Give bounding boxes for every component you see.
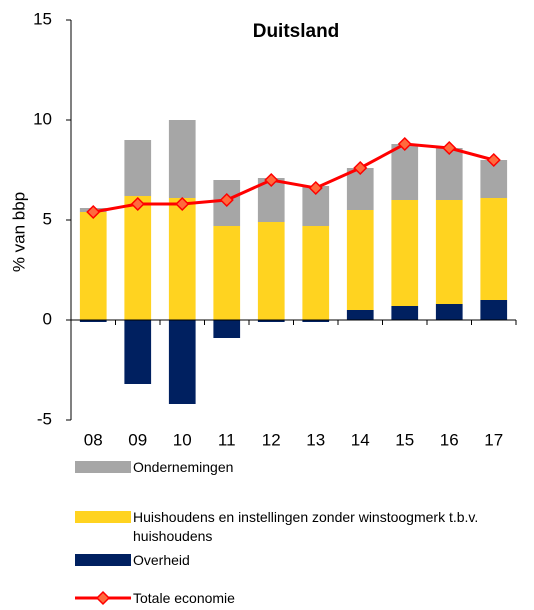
legend-swatch — [75, 554, 131, 566]
marker — [86, 204, 101, 220]
legend-label: Totale economie — [133, 590, 235, 606]
bar — [480, 198, 508, 300]
bar — [302, 320, 330, 322]
marker — [486, 152, 501, 168]
legend-label: Ondernemingen — [133, 459, 234, 475]
bar — [168, 120, 196, 198]
bar — [168, 320, 196, 404]
line — [92, 142, 495, 214]
bar — [391, 306, 419, 320]
legend-label: Huishoudens en instellingen zonder winst… — [133, 509, 479, 544]
marker — [308, 180, 323, 196]
bar — [391, 200, 419, 306]
marker — [219, 192, 234, 208]
bar — [435, 200, 463, 304]
bar — [257, 320, 285, 322]
chart-title: Duitsland — [253, 21, 340, 42]
bar — [346, 210, 374, 310]
y-tick-label: 15 — [33, 9, 52, 28]
x-tick-label: 10 — [173, 430, 192, 449]
x-tick-label: 14 — [351, 430, 370, 449]
x-tick-label: 16 — [440, 430, 459, 449]
marker — [442, 140, 457, 156]
x-tick-label: 09 — [128, 430, 147, 449]
bar — [435, 148, 463, 200]
legend-label: Overheid — [133, 552, 190, 568]
legend-marker — [95, 590, 111, 606]
bar — [257, 222, 285, 320]
y-tick-label: 5 — [43, 209, 52, 228]
bar — [302, 226, 330, 320]
bar — [124, 196, 152, 320]
marker — [264, 172, 279, 188]
bar — [79, 212, 107, 320]
x-tick-label: 12 — [262, 430, 281, 449]
x-tick-label: 13 — [306, 430, 325, 449]
marker — [397, 136, 412, 152]
x-tick-label: 15 — [395, 430, 414, 449]
bar — [213, 226, 241, 320]
bar — [391, 144, 419, 200]
y-tick-label: -5 — [37, 409, 52, 428]
bar — [124, 140, 152, 196]
legend-swatch — [75, 511, 131, 523]
y-tick-label: 10 — [33, 109, 52, 128]
marker — [130, 196, 145, 212]
marker — [175, 196, 190, 212]
bar — [79, 320, 107, 322]
x-tick-label: 17 — [484, 430, 503, 449]
x-tick-label: 11 — [218, 430, 236, 449]
bar — [346, 310, 374, 320]
y-tick-label: 0 — [43, 309, 52, 328]
bar — [213, 320, 241, 338]
bar — [124, 320, 152, 384]
marker — [353, 160, 368, 176]
legend-swatch — [75, 461, 131, 473]
bar — [480, 300, 508, 320]
bar — [168, 198, 196, 320]
x-tick-label: 08 — [84, 430, 103, 449]
y-axis-label: % van bbp — [9, 192, 28, 272]
bar — [435, 304, 463, 320]
